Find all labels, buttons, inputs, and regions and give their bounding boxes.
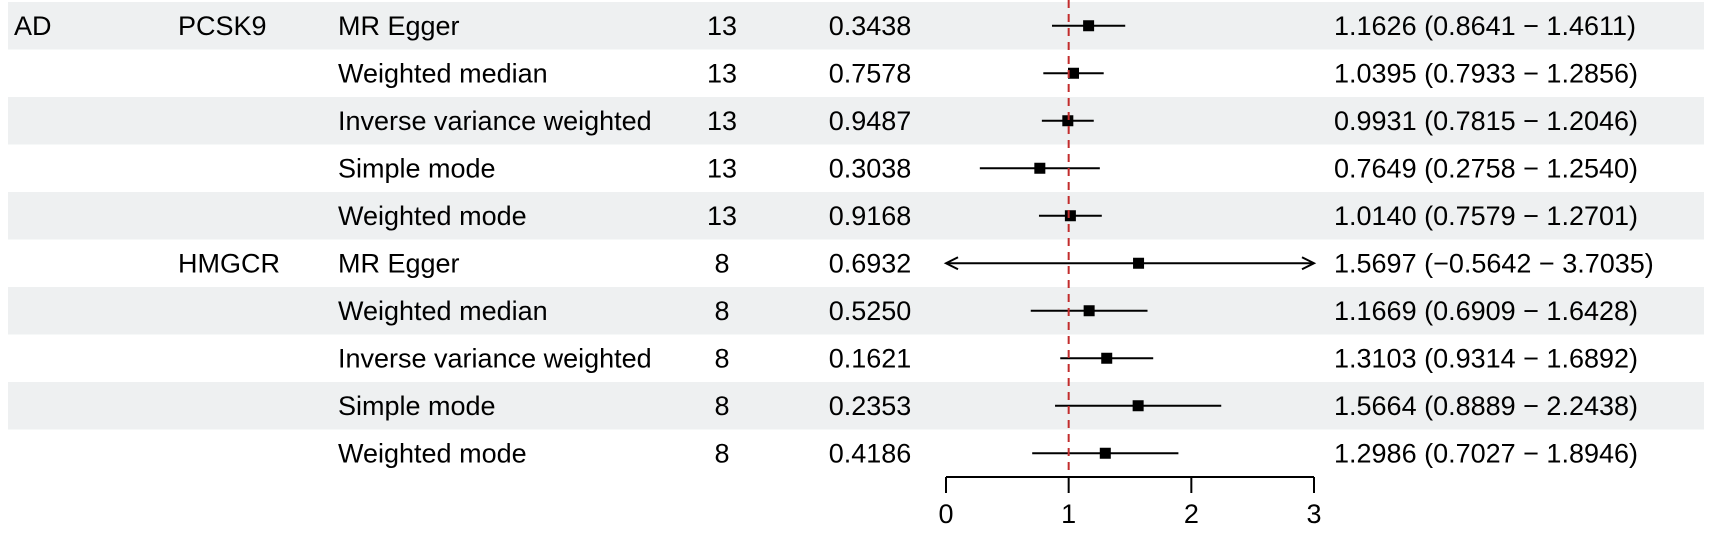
row-shade: [8, 382, 1704, 430]
method-label: Inverse variance weighted: [338, 343, 652, 373]
method-label: MR Egger: [338, 248, 460, 278]
or-ci-value: 1.5697 (−0.5642 − 3.7035): [1334, 248, 1654, 278]
nsnp-value: 13: [707, 58, 737, 88]
or-ci-value: 0.7649 (0.2758 − 1.2540): [1334, 153, 1638, 183]
method-label: Inverse variance weighted: [338, 106, 652, 136]
method-label: Simple mode: [338, 391, 496, 421]
or-ci-value: 1.5664 (0.8889 − 2.2438): [1334, 391, 1638, 421]
or-ci-value: 1.2986 (0.7027 − 1.8946): [1334, 438, 1638, 468]
nsnp-value: 13: [707, 11, 737, 41]
nsnp-value: 8: [714, 248, 729, 278]
plot-area: [943, 0, 1317, 477]
pval-value: 0.7578: [829, 58, 912, 88]
pval-value: 0.2353: [829, 391, 912, 421]
or-ci-value: 1.1669 (0.6909 − 1.6428): [1334, 296, 1638, 326]
x-tick-label: 0: [938, 499, 953, 529]
pval-value: 0.3038: [829, 153, 912, 183]
point-estimate: [1034, 162, 1046, 174]
point-estimate: [1068, 67, 1080, 79]
x-tick-label: 2: [1184, 499, 1199, 529]
nsnp-value: 8: [714, 391, 729, 421]
method-label: MR Egger: [338, 11, 460, 41]
pval-value: 0.9168: [829, 201, 912, 231]
nsnp-value: 13: [707, 106, 737, 136]
x-tick-label: 3: [1306, 499, 1321, 529]
point-estimate: [1132, 400, 1144, 412]
point-estimate: [1099, 447, 1111, 459]
pval-value: 0.6932: [829, 248, 912, 278]
pval-value: 0.4186: [829, 438, 912, 468]
ci-arrow-left: [943, 256, 959, 271]
or-ci-value: 1.1626 (0.8641 − 1.4611): [1334, 11, 1636, 41]
or-ci-value: 0.9931 (0.7815 − 1.2046): [1334, 106, 1638, 136]
outcome-label: AD: [14, 11, 52, 41]
or-ci-value: 1.3103 (0.9314 − 1.6892): [1334, 343, 1638, 373]
method-label: Weighted mode: [338, 201, 527, 231]
or-ci-value: 1.0140 (0.7579 − 1.2701): [1334, 201, 1638, 231]
point-estimate: [1083, 305, 1095, 317]
point-estimate: [1133, 257, 1145, 269]
x-axis: 0 1 2 3: [938, 476, 1322, 529]
nsnp-value: 8: [714, 438, 729, 468]
point-estimate: [1083, 20, 1095, 32]
row-shade: [8, 97, 1704, 145]
pval-value: 0.1621: [829, 343, 912, 373]
pval-value: 0.5250: [829, 296, 912, 326]
point-estimate: [1101, 352, 1113, 364]
row-shade: [8, 287, 1704, 335]
pval-value: 0.3438: [829, 11, 912, 41]
nsnp-value: 8: [714, 343, 729, 373]
nsnp-value: 8: [714, 296, 729, 326]
row-shade: [8, 2, 1704, 50]
table-text: AD PCSK9 MR Egger 13 0.3438 1.1626 (0.8641 − …: [14, 11, 1654, 469]
x-tick-label: 1: [1061, 499, 1076, 529]
nsnp-value: 13: [707, 153, 737, 183]
row-backgrounds: [8, 2, 1704, 430]
pval-value: 0.9487: [829, 106, 912, 136]
ci-arrow-right: [1301, 256, 1317, 271]
method-label: Weighted mode: [338, 438, 527, 468]
point-estimate: [1064, 210, 1076, 222]
nsnp-value: 13: [707, 201, 737, 231]
row-shade: [8, 192, 1704, 240]
or-ci-value: 1.0395 (0.7933 − 1.2856): [1334, 58, 1638, 88]
exposure-label: HMGCR: [178, 248, 280, 278]
point-estimate: [1062, 115, 1074, 127]
method-label: Weighted median: [338, 296, 548, 326]
method-label: Simple mode: [338, 153, 496, 183]
exposure-label: PCSK9: [178, 11, 267, 41]
method-label: Weighted median: [338, 58, 548, 88]
